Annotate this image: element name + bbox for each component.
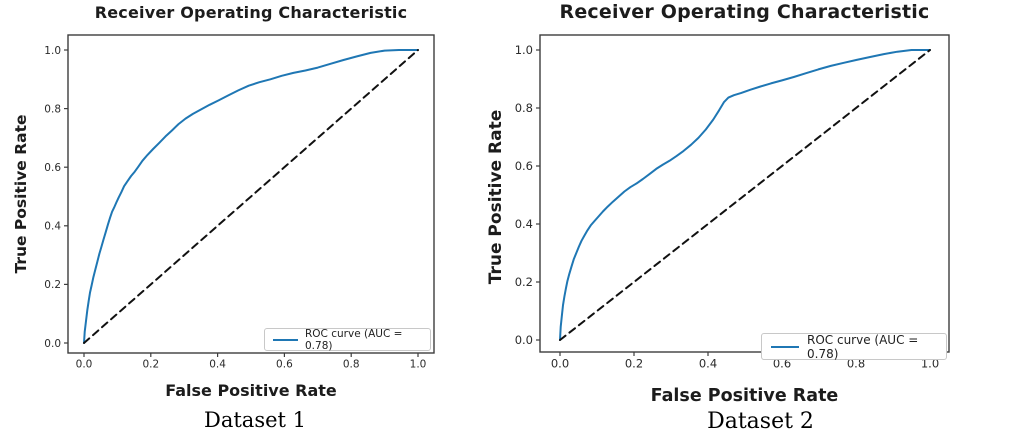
x-tick-label: 0.6 [276,359,293,371]
legend-dataset-1: ROC curve (AUC = 0.78) [264,327,431,352]
y-tick-label: 0.6 [515,159,533,173]
x-tick-label: 0.0 [551,357,569,371]
x-tick-label: 0.4 [699,357,717,371]
legend-label-dataset-2: ROC curve (AUC = 0.78) [807,332,919,361]
x-tick-label: 1.0 [921,357,939,371]
x-tick-label: 0.4 [209,359,226,371]
y-tick-label: 0.4 [515,217,533,231]
y-tick-label: 0.8 [515,101,533,115]
x-tick-label: 0.0 [76,359,93,371]
plot-title-dataset-2: Receiver Operating Characteristic [559,1,930,23]
x-tick-label: 0.2 [142,359,159,371]
axes-dataset-1: 0.0 0.2 0.4 0.6 0.8 1.0 0.0 0.2 0.4 0.6 0.8 1.0 [44,34,435,371]
axes-dataset-2: 0.0 0.2 0.4 0.6 0.8 1.0 0.0 0.2 0.4 0.6 0.8 1.0 [515,34,950,371]
x-tick-label: 0.6 [773,357,791,371]
legend-label-dataset-1: ROC curve (AUC = 0.78) [305,327,403,352]
y-tick-label: 0.6 [44,162,61,174]
y-tick-label: 0.2 [515,275,533,289]
chance-diagonal-line [83,49,419,344]
x-tick-label: 1.0 [410,359,427,371]
roc-curve-line [559,49,931,341]
plot-title-dataset-1: Receiver Operating Characteristic [94,3,408,22]
x-tick-label: 0.8 [847,357,865,371]
x-axis-label-dataset-2: False Positive Rate [650,386,839,406]
x-axis-label-dataset-1: False Positive Rate [165,381,337,400]
y-tick-label: 0.2 [44,279,61,291]
legend-dataset-2: ROC curve (AUC = 0.78) [761,332,947,361]
axes-frame [539,34,950,353]
caption-dataset-1: Dataset 1 [204,408,306,432]
y-tick-label: 0.0 [44,338,61,350]
roc-curve-line [83,49,419,344]
y-tick-label: 0.4 [44,221,61,233]
x-tick-label: 0.8 [343,359,360,371]
y-axis-label-dataset-1: True Positive Rate [12,114,30,274]
roc-line-swatch-icon [771,345,799,348]
y-tick-label: 1.0 [515,43,533,57]
chance-diagonal-line [559,49,931,341]
caption-dataset-2: Dataset 2 [707,409,814,434]
y-tick-label: 0.0 [515,333,533,347]
x-tick-label: 0.2 [625,357,643,371]
axes-frame [67,34,435,354]
y-axis-label-dataset-2: True Positive Rate [486,109,506,285]
roc-line-swatch-icon [273,338,298,341]
y-tick-label: 1.0 [44,45,61,57]
y-tick-label: 0.8 [44,103,61,115]
